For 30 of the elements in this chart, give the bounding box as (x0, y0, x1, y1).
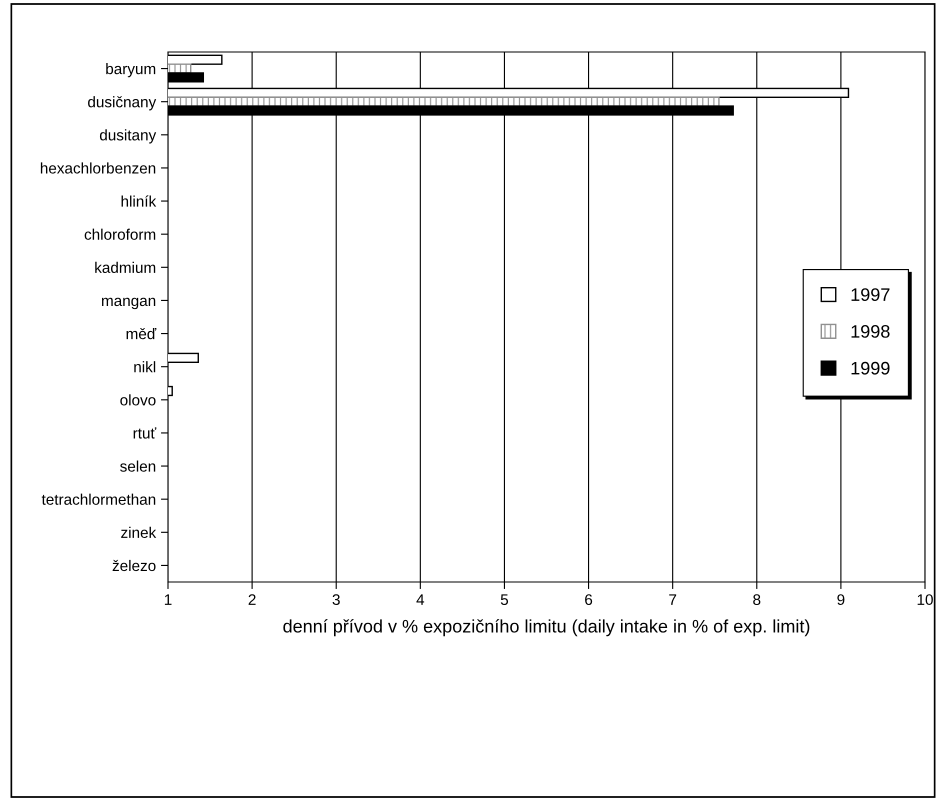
x-tick-label: 10 (918, 594, 933, 606)
y-tick-label: zinek (121, 526, 156, 538)
legend-label: 1997 (852, 288, 890, 302)
x-tick-label: 1 (164, 594, 172, 605)
y-tick-label: hliník (122, 195, 156, 207)
x-tick-label: 8 (753, 594, 760, 606)
y-tick-label: olovo (120, 394, 156, 406)
x-tick-label: 5 (500, 594, 508, 606)
y-tick-label: chloroform (84, 228, 156, 240)
x-tick-label: 3 (332, 594, 340, 606)
x-tick-label: 6 (585, 594, 592, 606)
x-tick-label: 9 (837, 594, 844, 606)
legend-label: 1998 (852, 325, 890, 338)
y-tick-label: rtuť (134, 427, 156, 439)
y-tick-label: kadmium (95, 262, 156, 273)
y-tick-label: selen (120, 460, 156, 472)
y-tick-label: dusitany (100, 129, 156, 144)
x-tick-label: 2 (248, 594, 256, 605)
y-tick-label: baryum (106, 63, 156, 78)
y-tick-label: dusičnany (88, 96, 156, 110)
y-tick-label: mangan (102, 298, 156, 310)
legend-label: 1999 (852, 362, 890, 375)
y-tick-label: železo (112, 560, 156, 572)
y-tick-label: měď (126, 328, 156, 340)
y-tick-label: tetrachlormethan (42, 494, 156, 505)
x-tick-label: 4 (416, 594, 424, 605)
y-tick-label: hexachlorbenzen (40, 162, 156, 174)
y-tick-label: nikl (134, 361, 156, 372)
x-tick-label: 7 (669, 594, 676, 605)
x-axis-title: denní přívod v % expozičního limitu (daily intake in % of exp. limit) (283, 619, 810, 636)
